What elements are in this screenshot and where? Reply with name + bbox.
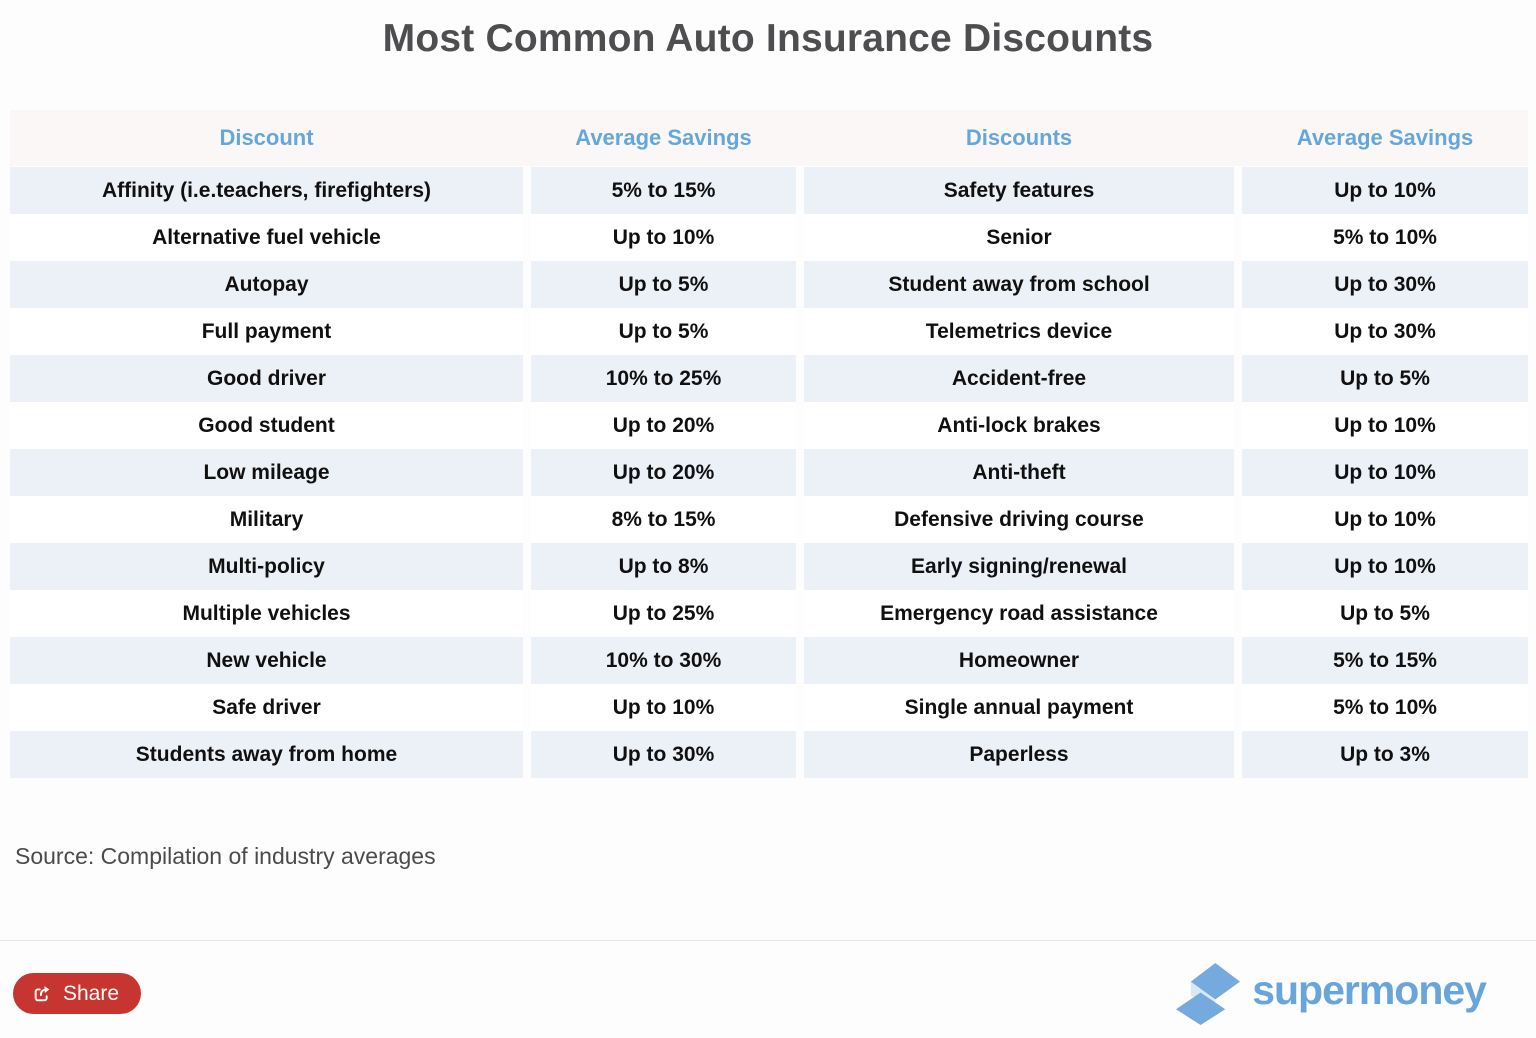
table-row: Good student Up to 20% Anti-lock brakes Up … (10, 402, 1528, 449)
table-cell: Affinity (i.e.teachers, firefighters) (10, 167, 523, 214)
table-row: Students away from home Up to 30% Paperles… (10, 731, 1528, 778)
table-cell: Up to 10% (1242, 402, 1528, 449)
table-row: Multi-policy Up to 8% Early signing/renewa… (10, 543, 1528, 590)
table-cell: Safe driver (10, 684, 523, 731)
table-row: New vehicle 10% to 30% Homeowner 5% to 15% (10, 637, 1528, 684)
table-cell: 8% to 15% (531, 496, 796, 543)
table-cell: Full payment (10, 308, 523, 355)
table-row: Low mileage Up to 20% Anti-theft Up to 10% (10, 449, 1528, 496)
table-row: Alternative fuel vehicle Up to 10% Senior 5… (10, 214, 1528, 261)
table-cell: Military (10, 496, 523, 543)
table-cell: Up to 5% (1242, 355, 1528, 402)
supermoney-logo: supermoney (1176, 960, 1487, 1027)
table-cell: Up to 10% (1242, 167, 1528, 214)
table-cell: Up to 20% (531, 449, 796, 496)
table-cell: Up to 10% (531, 684, 796, 731)
table-cell: Senior (804, 214, 1234, 261)
table-cell: Up to 10% (1242, 449, 1528, 496)
table-cell: Emergency road assistance (804, 590, 1234, 637)
footer-divider (0, 940, 1536, 941)
table-cell: Up to 10% (1242, 543, 1528, 590)
table-cell: New vehicle (10, 637, 523, 684)
table-cell: Up to 5% (1242, 590, 1528, 637)
table-cell: 5% to 15% (531, 167, 796, 214)
table-cell: Up to 25% (531, 590, 796, 637)
table-cell: Anti-lock brakes (804, 402, 1234, 449)
table-cell: Low mileage (10, 449, 523, 496)
table-cell: Homeowner (804, 637, 1234, 684)
source-note: Source: Compilation of industry averages (15, 843, 436, 869)
table-cell: Good student (10, 402, 523, 449)
table-row: Affinity (i.e.teachers, firefighters) 5% … (10, 167, 1528, 214)
column-header-average-savings-left: Average Savings (575, 124, 752, 150)
table-cell: Up to 5% (531, 261, 796, 308)
supermoney-cube-icon (1176, 960, 1241, 1027)
page-title: Most Common Auto Insurance Discounts (382, 17, 1154, 60)
share-button[interactable]: Share (13, 973, 142, 1014)
table-cell: 5% to 15% (1242, 637, 1528, 684)
table-cell: 5% to 10% (1242, 684, 1528, 731)
table-cell: Telemetrics device (804, 308, 1234, 355)
table-cell: Single annual payment (804, 684, 1234, 731)
table-cell: Good driver (10, 355, 523, 402)
column-header-discounts: Discounts (965, 124, 1073, 150)
table-cell: Up to 10% (1242, 496, 1528, 543)
table-cell: Alternative fuel vehicle (10, 214, 523, 261)
table-row: Full payment Up to 5% Telemetrics device Up… (10, 308, 1528, 355)
table-cell: Multi-policy (10, 543, 523, 590)
table-cell: Defensive driving course (804, 496, 1234, 543)
table-cell: Up to 30% (1242, 261, 1528, 308)
table-row: Autopay Up to 5% Student away from school U… (10, 261, 1528, 308)
table-cell: Up to 5% (531, 308, 796, 355)
table-cell: Student away from school (804, 261, 1234, 308)
table-cell: Autopay (10, 261, 523, 308)
table-body: Affinity (i.e.teachers, firefighters) 5% … (0, 167, 1536, 778)
table-cell: Up to 30% (1242, 308, 1528, 355)
footer: Share supermoney (0, 960, 1536, 1027)
table-header-row: Discount Average Savings Discounts Avera… (10, 110, 1528, 166)
table-cell: Up to 10% (531, 214, 796, 261)
table-cell: Up to 3% (1242, 731, 1528, 778)
table-cell: 5% to 10% (1242, 214, 1528, 261)
table-cell: Accident-free (804, 355, 1234, 402)
share-button-label: Share (63, 981, 120, 1005)
table-cell: Multiple vehicles (10, 590, 523, 637)
table-cell: Up to 8% (531, 543, 796, 590)
share-export-icon (31, 983, 53, 1005)
table-row: Good driver 10% to 25% Accident-free Up to … (10, 355, 1528, 402)
column-header-discount: Discount (219, 124, 314, 150)
supermoney-wordmark: supermoney (1252, 967, 1487, 1013)
table-cell: Anti-theft (804, 449, 1234, 496)
table-row: Multiple vehicles Up to 25% Emergency road… (10, 590, 1528, 637)
discounts-table: Discount Average Savings Discounts Avera… (0, 110, 1536, 778)
table-cell: Up to 20% (531, 402, 796, 449)
table-cell: Paperless (804, 731, 1234, 778)
table-cell: Students away from home (10, 731, 523, 778)
table-cell: Up to 30% (531, 731, 796, 778)
column-header-average-savings-right: Average Savings (1296, 124, 1474, 150)
table-cell: 10% to 30% (531, 637, 796, 684)
table-row: Safe driver Up to 10% Single annual paymen… (10, 684, 1528, 731)
table-row: Military 8% to 15% Defensive driving cours… (10, 496, 1528, 543)
table-cell: 10% to 25% (531, 355, 796, 402)
table-cell: Early signing/renewal (804, 543, 1234, 590)
table-cell: Safety features (804, 167, 1234, 214)
